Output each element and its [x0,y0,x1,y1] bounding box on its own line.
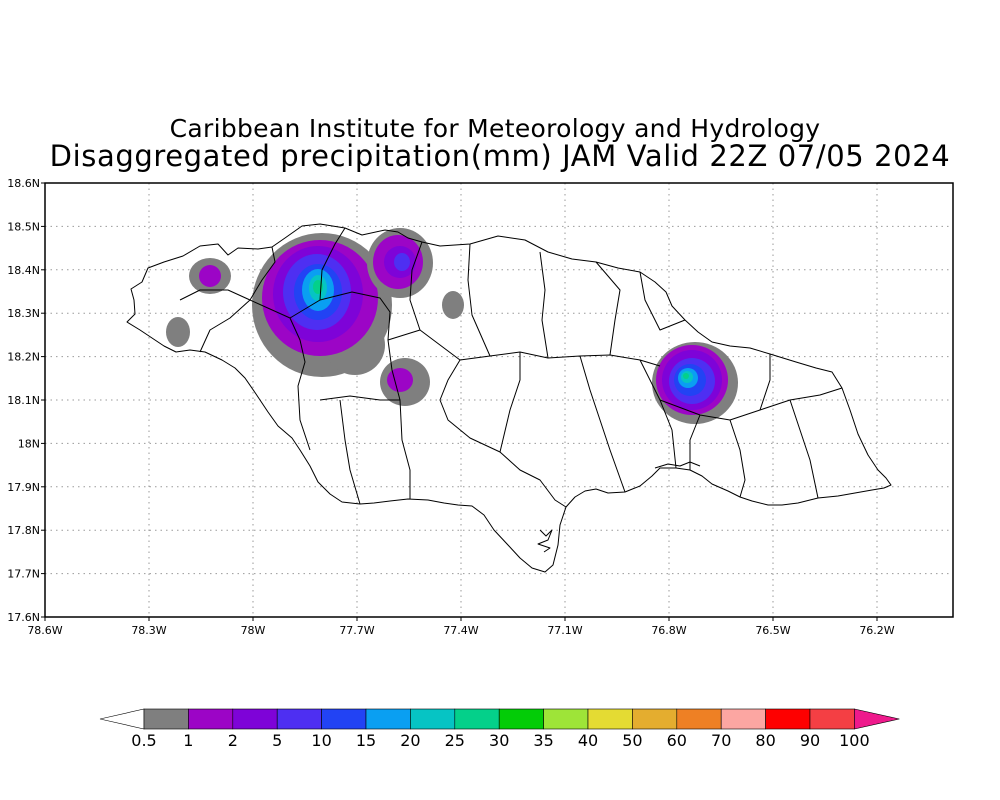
latitude-tick-label: 18.3N [7,307,40,320]
colorbar: 0.5 1 2 5 10 15 20 25 30 35 40 50 60 70 80 90 100 [99,708,900,750]
longitude-tick-label: 76.8W [651,624,686,637]
longitude-tick-label: 76.2W [859,624,894,637]
latitude-tick-label: 17.9N [7,481,40,494]
colorbar-label: 35 [533,731,553,750]
map-frame-background [45,183,953,617]
parish-boundary [539,251,549,359]
latitude-tick-label: 17.8N [7,524,40,537]
colorbar-swatch [809,708,855,730]
parish-boundary [319,395,400,401]
parish-boundary [319,227,346,301]
colorbar-label: 40 [578,731,598,750]
longitude-tick-label: 77.7W [339,624,374,637]
colorbar-label: 30 [489,731,509,750]
institute-title: Caribbean Institute for Meteorology and … [169,114,821,143]
parish-boundary [467,243,491,357]
parish-boundary [579,355,626,493]
product-title: Disaggregated precipitation(mm) JAM Vali… [49,139,951,173]
colorbar-swatch [498,708,544,730]
longitude-tick-label: 77.1W [547,624,582,637]
colorbar-label: 1 [183,731,193,750]
colorbar-swatch [365,708,411,730]
colorbar-label: 90 [800,731,820,750]
parish-boundary [639,271,686,331]
colorbar-label: 20 [400,731,420,750]
latitude-tick-label: 18N [18,437,40,450]
precip-area-east-cluster [652,342,738,424]
colorbar-swatch [543,708,589,730]
longitude-tick-label: 78.6W [27,624,62,637]
colorbar-over-arrow [854,708,900,730]
colorbar-label: 50 [622,731,642,750]
precipitation-shading [166,228,738,424]
latitude-tick-label: 18.6N [7,177,40,190]
precip-area-west-small [189,258,231,294]
latitude-axis: 18.6N 18.5N 18.4N 18.3N 18.2N 18.1N 18N 17.9N 17… [7,177,45,624]
colorbar-swatch [676,708,722,730]
latitude-tick-label: 18.5N [7,220,40,233]
colorbar-swatch [720,708,766,730]
colorbar-label: 10 [311,731,331,750]
colorbar-label: 80 [755,731,775,750]
latitude-tick-label: 18.1N [7,394,40,407]
longitude-tick-label: 76.5W [755,624,790,637]
colorbar-label: 25 [445,731,465,750]
precip-area-northeast-of-cluster [367,228,433,298]
colorbar-label: 15 [356,731,376,750]
colorbar-swatch [276,708,322,730]
jamaica-outline [126,223,892,573]
colorbar-swatch [410,708,456,730]
colorbar-under-arrow [99,708,145,730]
colorbar-label: 60 [667,731,687,750]
precip-area-northwest-cluster [252,233,392,377]
parish-boundary [339,399,361,505]
harbour [654,461,701,469]
colorbar-label: 2 [228,731,238,750]
colorbar-swatch [587,708,633,730]
colorbar-label: 100 [839,731,870,750]
latitude-tick-label: 17.7N [7,568,40,581]
parish-boundary [689,414,701,470]
colorbar-swatch [321,708,367,730]
cays [537,529,553,553]
precip-area-west-coast [166,317,190,347]
longitude-tick-label: 78.3W [131,624,166,637]
colorbar-label: 5 [272,731,282,750]
parish-boundary [499,352,521,453]
parish-boundary [595,261,621,356]
precip-area-south-of-cluster [380,358,430,406]
colorbar-swatch [632,708,678,730]
colorbar-label: 70 [711,731,731,750]
colorbar-swatch [454,708,500,730]
parish-boundary [409,241,423,331]
longitude-axis: 78.6W 78.3W 78W 77.7W 77.4W 77.1W 76.8W 76.5W 76… [27,617,895,637]
parish-boundary [729,419,746,498]
parish-boundary [759,354,771,411]
colorbar-label: 0.5 [131,731,156,750]
latitude-tick-label: 17.6N [7,611,40,624]
parish-boundary [439,359,567,508]
parish-boundary [179,289,251,301]
latitude-tick-label: 18.4N [7,264,40,277]
colorbar-swatch [188,708,234,730]
parish-boundary [789,399,819,499]
colorbar-swatch [765,708,811,730]
colorbar-swatch [232,708,278,730]
precip-area-central-north [442,291,464,319]
colorbar-swatch [143,708,189,730]
latitude-tick-label: 18.2N [7,351,40,364]
longitude-tick-label: 78W [241,624,266,637]
longitude-tick-label: 77.4W [443,624,478,637]
parish-boundary [639,359,677,469]
